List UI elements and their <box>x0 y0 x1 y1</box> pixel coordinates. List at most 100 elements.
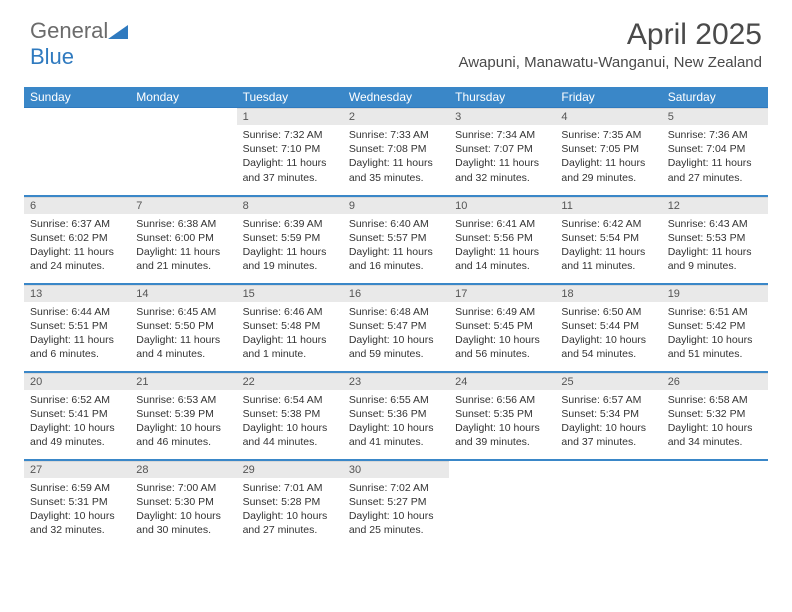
sunrise-text: Sunrise: 7:00 AM <box>136 481 230 495</box>
weekday-tue: Tuesday <box>237 87 343 108</box>
sunset-text: Sunset: 6:02 PM <box>30 231 124 245</box>
daylight-text: Daylight: 11 hours and 16 minutes. <box>349 245 443 273</box>
day-number: 28 <box>130 461 236 478</box>
sunrise-text: Sunrise: 6:50 AM <box>561 305 655 319</box>
daylight-text: Daylight: 10 hours and 56 minutes. <box>455 333 549 361</box>
weekday-mon: Monday <box>130 87 236 108</box>
calendar-cell <box>24 108 130 196</box>
daylight-text: Daylight: 10 hours and 41 minutes. <box>349 421 443 449</box>
weekday-sun: Sunday <box>24 87 130 108</box>
sunrise-text: Sunrise: 6:56 AM <box>455 393 549 407</box>
calendar-cell: 17Sunrise: 6:49 AMSunset: 5:45 PMDayligh… <box>449 284 555 372</box>
weekday-wed: Wednesday <box>343 87 449 108</box>
sunrise-text: Sunrise: 6:38 AM <box>136 217 230 231</box>
weekday-fri: Friday <box>555 87 661 108</box>
sunset-text: Sunset: 7:10 PM <box>243 142 337 156</box>
day-content: Sunrise: 6:57 AMSunset: 5:34 PMDaylight:… <box>555 390 661 456</box>
brand-logo: General Blue <box>30 18 128 70</box>
brand-part1: General <box>30 18 108 43</box>
day-number: 27 <box>24 461 130 478</box>
sunrise-text: Sunrise: 6:45 AM <box>136 305 230 319</box>
daylight-text: Daylight: 11 hours and 19 minutes. <box>243 245 337 273</box>
calendar-cell: 7Sunrise: 6:38 AMSunset: 6:00 PMDaylight… <box>130 196 236 284</box>
day-content: Sunrise: 6:43 AMSunset: 5:53 PMDaylight:… <box>662 214 768 280</box>
calendar-cell: 8Sunrise: 6:39 AMSunset: 5:59 PMDaylight… <box>237 196 343 284</box>
day-content: Sunrise: 7:32 AMSunset: 7:10 PMDaylight:… <box>237 125 343 191</box>
sunset-text: Sunset: 5:51 PM <box>30 319 124 333</box>
sunrise-text: Sunrise: 7:01 AM <box>243 481 337 495</box>
day-number: 9 <box>343 197 449 214</box>
calendar-body: 1Sunrise: 7:32 AMSunset: 7:10 PMDaylight… <box>24 108 768 548</box>
sunrise-text: Sunrise: 6:55 AM <box>349 393 443 407</box>
sunrise-text: Sunrise: 6:49 AM <box>455 305 549 319</box>
location-subtitle: Awapuni, Manawatu-Wanganui, New Zealand <box>30 54 762 71</box>
page-header: General Blue April 2025 Awapuni, Manawat… <box>0 0 792 77</box>
day-content: Sunrise: 6:40 AMSunset: 5:57 PMDaylight:… <box>343 214 449 280</box>
sunset-text: Sunset: 5:36 PM <box>349 407 443 421</box>
day-content: Sunrise: 6:59 AMSunset: 5:31 PMDaylight:… <box>24 478 130 544</box>
calendar-cell: 16Sunrise: 6:48 AMSunset: 5:47 PMDayligh… <box>343 284 449 372</box>
daylight-text: Daylight: 11 hours and 6 minutes. <box>30 333 124 361</box>
sunset-text: Sunset: 6:00 PM <box>136 231 230 245</box>
calendar-cell <box>555 460 661 548</box>
daylight-text: Daylight: 11 hours and 1 minute. <box>243 333 337 361</box>
day-number: 14 <box>130 285 236 302</box>
day-number: 16 <box>343 285 449 302</box>
day-number: 4 <box>555 108 661 125</box>
sunrise-text: Sunrise: 6:39 AM <box>243 217 337 231</box>
calendar-cell: 18Sunrise: 6:50 AMSunset: 5:44 PMDayligh… <box>555 284 661 372</box>
daylight-text: Daylight: 10 hours and 27 minutes. <box>243 509 337 537</box>
sunrise-text: Sunrise: 7:02 AM <box>349 481 443 495</box>
calendar-cell: 26Sunrise: 6:58 AMSunset: 5:32 PMDayligh… <box>662 372 768 460</box>
daylight-text: Daylight: 11 hours and 35 minutes. <box>349 156 443 184</box>
daylight-text: Daylight: 11 hours and 11 minutes. <box>561 245 655 273</box>
sunset-text: Sunset: 5:30 PM <box>136 495 230 509</box>
calendar-week-row: 27Sunrise: 6:59 AMSunset: 5:31 PMDayligh… <box>24 460 768 548</box>
sunrise-text: Sunrise: 6:41 AM <box>455 217 549 231</box>
sunset-text: Sunset: 5:44 PM <box>561 319 655 333</box>
sunrise-text: Sunrise: 6:53 AM <box>136 393 230 407</box>
daylight-text: Daylight: 10 hours and 51 minutes. <box>668 333 762 361</box>
sunrise-text: Sunrise: 7:33 AM <box>349 128 443 142</box>
day-content: Sunrise: 7:01 AMSunset: 5:28 PMDaylight:… <box>237 478 343 544</box>
sunset-text: Sunset: 5:38 PM <box>243 407 337 421</box>
calendar-cell: 22Sunrise: 6:54 AMSunset: 5:38 PMDayligh… <box>237 372 343 460</box>
daylight-text: Daylight: 10 hours and 34 minutes. <box>668 421 762 449</box>
day-number: 26 <box>662 373 768 390</box>
calendar-cell: 28Sunrise: 7:00 AMSunset: 5:30 PMDayligh… <box>130 460 236 548</box>
sunrise-text: Sunrise: 6:57 AM <box>561 393 655 407</box>
sunset-text: Sunset: 5:27 PM <box>349 495 443 509</box>
daylight-text: Daylight: 11 hours and 14 minutes. <box>455 245 549 273</box>
sunrise-text: Sunrise: 7:35 AM <box>561 128 655 142</box>
sunset-text: Sunset: 5:31 PM <box>30 495 124 509</box>
sunrise-text: Sunrise: 6:40 AM <box>349 217 443 231</box>
day-content: Sunrise: 7:36 AMSunset: 7:04 PMDaylight:… <box>662 125 768 191</box>
calendar-cell: 14Sunrise: 6:45 AMSunset: 5:50 PMDayligh… <box>130 284 236 372</box>
sunset-text: Sunset: 5:35 PM <box>455 407 549 421</box>
sunset-text: Sunset: 7:07 PM <box>455 142 549 156</box>
day-number: 10 <box>449 197 555 214</box>
day-content: Sunrise: 6:53 AMSunset: 5:39 PMDaylight:… <box>130 390 236 456</box>
daylight-text: Daylight: 10 hours and 59 minutes. <box>349 333 443 361</box>
day-content: Sunrise: 6:49 AMSunset: 5:45 PMDaylight:… <box>449 302 555 368</box>
day-content: Sunrise: 7:33 AMSunset: 7:08 PMDaylight:… <box>343 125 449 191</box>
day-content: Sunrise: 6:52 AMSunset: 5:41 PMDaylight:… <box>24 390 130 456</box>
day-content: Sunrise: 6:56 AMSunset: 5:35 PMDaylight:… <box>449 390 555 456</box>
calendar-cell: 27Sunrise: 6:59 AMSunset: 5:31 PMDayligh… <box>24 460 130 548</box>
calendar-cell: 29Sunrise: 7:01 AMSunset: 5:28 PMDayligh… <box>237 460 343 548</box>
daylight-text: Daylight: 10 hours and 46 minutes. <box>136 421 230 449</box>
calendar-cell: 23Sunrise: 6:55 AMSunset: 5:36 PMDayligh… <box>343 372 449 460</box>
day-content: Sunrise: 6:45 AMSunset: 5:50 PMDaylight:… <box>130 302 236 368</box>
sunset-text: Sunset: 5:56 PM <box>455 231 549 245</box>
day-content: Sunrise: 7:00 AMSunset: 5:30 PMDaylight:… <box>130 478 236 544</box>
calendar-week-row: 13Sunrise: 6:44 AMSunset: 5:51 PMDayligh… <box>24 284 768 372</box>
weekday-header-row: Sunday Monday Tuesday Wednesday Thursday… <box>24 87 768 108</box>
daylight-text: Daylight: 11 hours and 37 minutes. <box>243 156 337 184</box>
sunset-text: Sunset: 5:42 PM <box>668 319 762 333</box>
calendar-cell: 4Sunrise: 7:35 AMSunset: 7:05 PMDaylight… <box>555 108 661 196</box>
day-number: 30 <box>343 461 449 478</box>
sunset-text: Sunset: 5:45 PM <box>455 319 549 333</box>
calendar-cell: 6Sunrise: 6:37 AMSunset: 6:02 PMDaylight… <box>24 196 130 284</box>
sunset-text: Sunset: 5:32 PM <box>668 407 762 421</box>
sunset-text: Sunset: 5:50 PM <box>136 319 230 333</box>
